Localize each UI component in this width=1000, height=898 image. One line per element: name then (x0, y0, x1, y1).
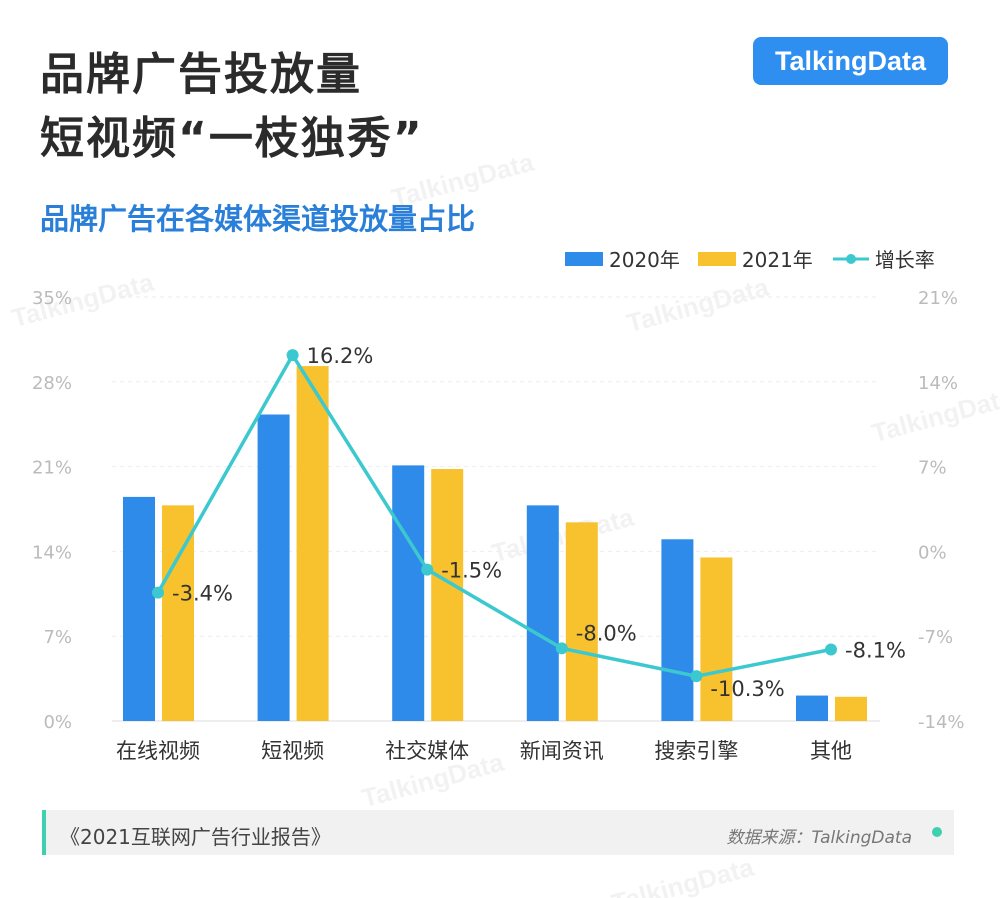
bar-2021 (296, 366, 329, 721)
growth-data-label: 16.2% (307, 344, 374, 368)
page-title-line2: 短视频“一枝独秀” (40, 113, 424, 164)
legend: 2020年 2021年 增长率 (565, 244, 953, 273)
legend-label: 2021年 (741, 248, 813, 272)
left-tick-label: 7% (43, 627, 72, 648)
growth-point (421, 563, 434, 576)
x-tick-label: 短视频 (261, 739, 324, 763)
legend-label: 2020年 (609, 248, 680, 272)
right-tick-label: -7% (918, 627, 953, 648)
bar-2020 (257, 414, 290, 721)
data-source: 数据来源：TalkingData (726, 828, 912, 848)
legend-swatch (565, 251, 603, 266)
growth-point (555, 642, 568, 655)
legend-item-2020: 2020年 (565, 244, 680, 273)
right-tick-label: 0% (918, 542, 947, 563)
footer: 《2021互联网广告行业报告》 数据来源：TalkingData (42, 810, 954, 855)
watermark: TalkingData (608, 851, 757, 898)
x-tick-label: 新闻资讯 (520, 739, 604, 763)
x-tick-label: 其他 (810, 739, 852, 763)
left-tick-label: 21% (32, 458, 72, 479)
legend-item-growth: 增长率 (831, 244, 935, 273)
bar-2020 (796, 695, 828, 721)
dot-icon (932, 827, 942, 837)
growth-line (156, 351, 832, 678)
bar-2021 (835, 696, 867, 721)
growth-point (152, 586, 164, 599)
x-tick-label: 搜索引擎 (654, 739, 738, 763)
left-tick-label: 0% (43, 712, 72, 733)
bar-2020 (526, 505, 559, 721)
right-tick-label: 21% (918, 288, 958, 309)
left-tick-label: 14% (32, 542, 72, 563)
legend-label: 增长率 (874, 248, 935, 272)
page-title-line1: 品牌广告投放量 (40, 49, 362, 100)
legend-line-icon (832, 253, 869, 264)
growth-data-label: -8.1% (845, 639, 906, 663)
bar-2021 (431, 469, 464, 721)
bar-2020 (123, 496, 155, 721)
right-tick-label: 14% (918, 373, 958, 394)
growth-data-label: -3.4% (172, 582, 233, 606)
growth-data-label: -8.0% (576, 621, 637, 645)
bar-2021 (700, 557, 733, 721)
left-tick-label: 35% (32, 288, 72, 309)
growth-point (825, 643, 837, 656)
legend-item-2021: 2021年 (697, 244, 813, 273)
x-tick-label: 在线视频 (116, 739, 200, 763)
growth-data-label: -10.3% (710, 677, 784, 701)
growth-point (286, 349, 299, 362)
talkingdata-logo: TalkingData (753, 37, 948, 85)
chart: 0% 7% 14% 21% 28% 35% -14% -7% 0% 7% 14% 21% 在线视频 短视频… (32, 288, 965, 763)
growth-point (690, 670, 703, 683)
right-tick-label: -14% (918, 712, 965, 733)
bar-2021 (565, 522, 598, 721)
right-tick-label: 7% (918, 458, 947, 479)
legend-swatch (697, 251, 736, 266)
left-tick-label: 28% (32, 373, 72, 394)
chart-title: 品牌广告在各媒体渠道投放量占比 (40, 202, 476, 236)
x-tick-label: 社交媒体 (385, 739, 469, 763)
bar-2020 (392, 465, 425, 721)
source-report: 《2021互联网广告行业报告》 (60, 825, 331, 849)
bar-2020 (661, 539, 694, 721)
growth-data-label: -1.5% (441, 559, 502, 583)
